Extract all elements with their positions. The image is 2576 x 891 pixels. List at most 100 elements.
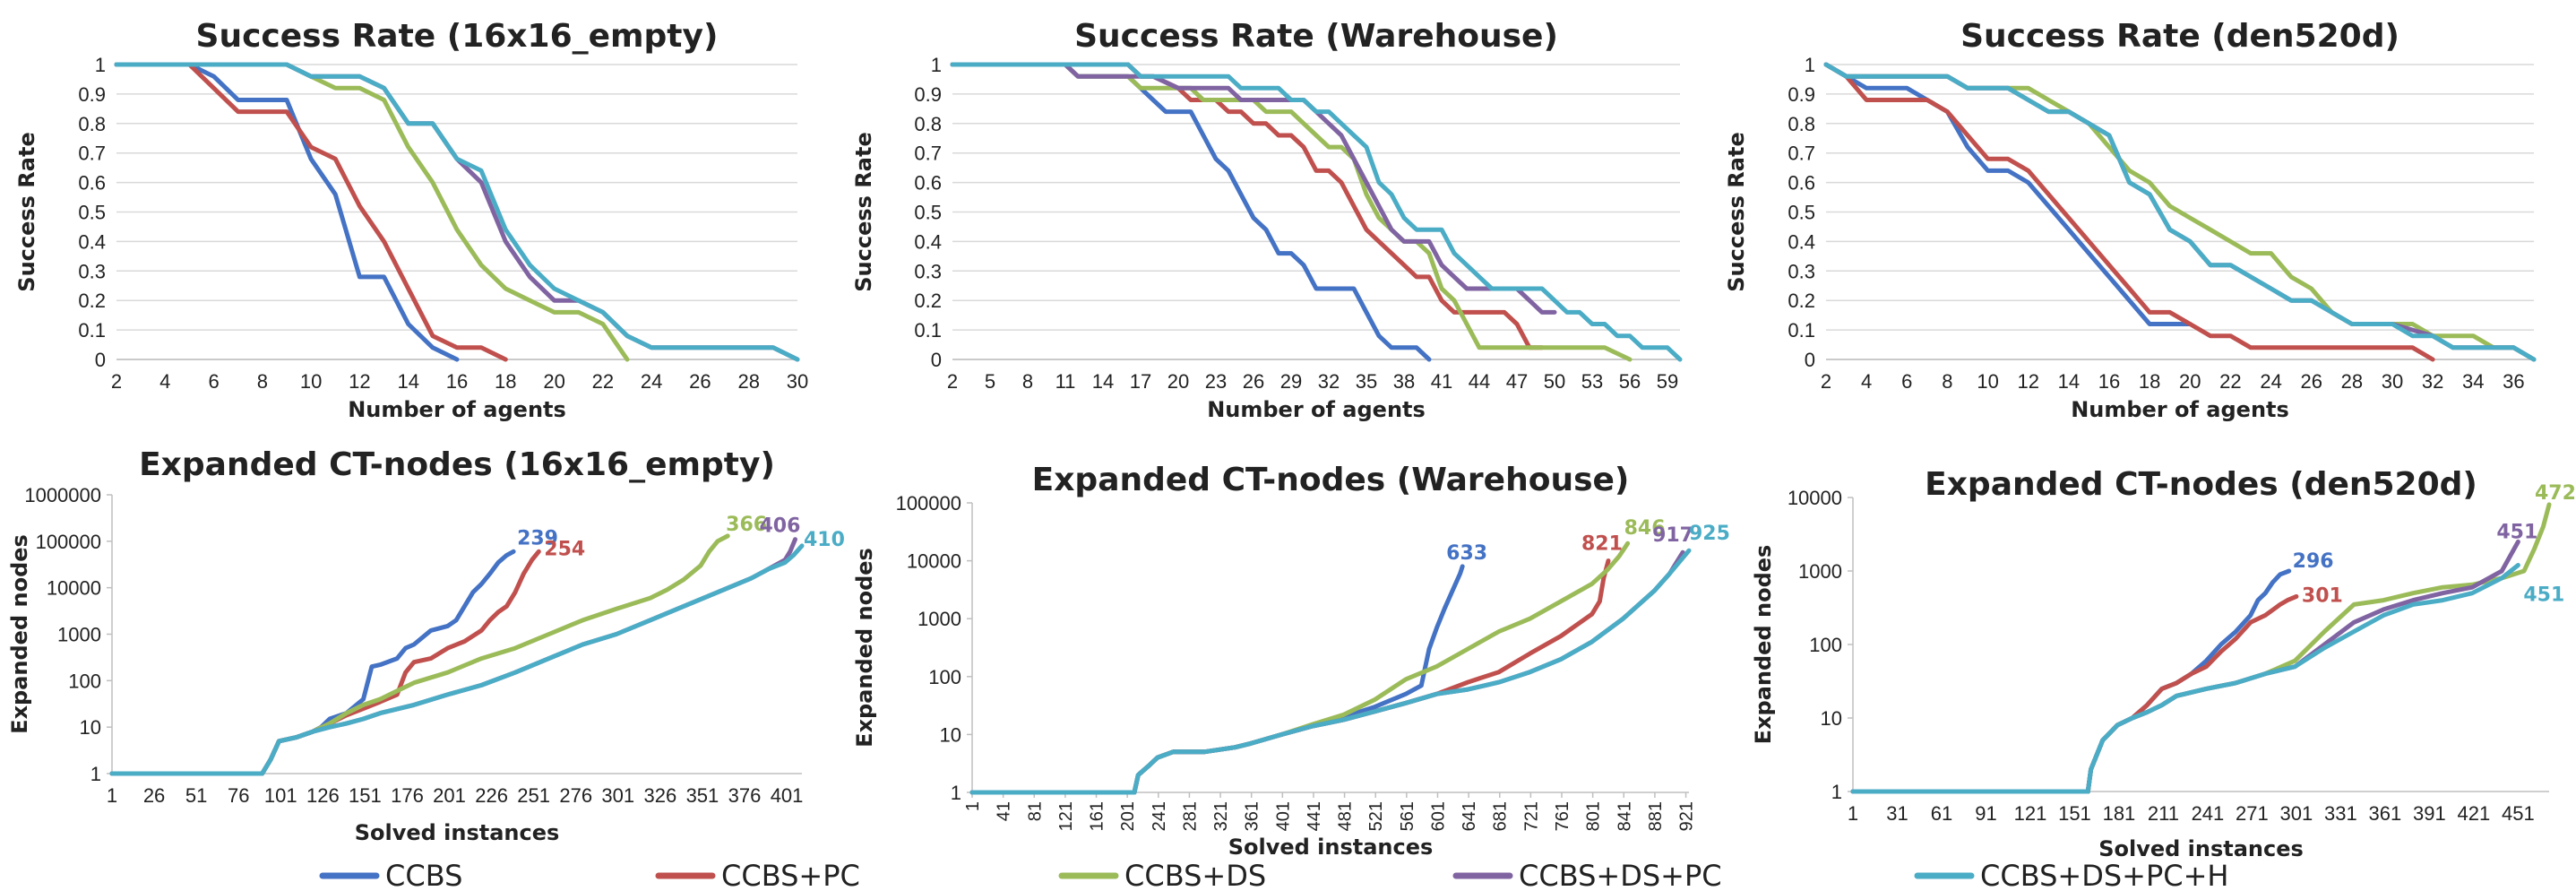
- x-tick-label: 271: [2236, 802, 2269, 825]
- y-tick-label: 0.5: [78, 202, 106, 224]
- end-value-label: 301: [2302, 584, 2343, 607]
- x-tick-label: 101: [264, 784, 297, 807]
- x-tick-label: 326: [643, 784, 676, 807]
- x-tick-label: 11: [1055, 370, 1076, 393]
- x-tick-label: 226: [475, 784, 508, 807]
- series-line-ccbs: [969, 564, 1465, 795]
- x-tick-label: 561: [1398, 801, 1417, 831]
- x-tick-label: 59: [1657, 370, 1678, 393]
- y-tick-label: 100: [1809, 634, 1842, 656]
- x-tick-label: 18: [2139, 370, 2160, 393]
- end-value-label: 410: [804, 529, 845, 551]
- series-line-ccbs-ds: [1850, 502, 2552, 794]
- end-value-label: 451: [2523, 584, 2564, 607]
- series-line-ccbs-ds-pc: [950, 62, 1557, 315]
- x-tick-label: 121: [1056, 801, 1076, 831]
- x-tick-label: 47: [1506, 370, 1528, 393]
- y-tick-label: 10: [1821, 707, 1842, 730]
- y-tick-label: 100000: [36, 531, 101, 553]
- x-tick-label: 241: [2192, 802, 2225, 825]
- y-tick-label: 1000000: [24, 484, 101, 506]
- series-line-ccbs-ds-pc-h: [1823, 62, 2537, 362]
- series-line-ccbs-ds-pc: [1850, 539, 2520, 794]
- x-tick-label: 20: [2179, 370, 2201, 393]
- x-tick-label: 53: [1581, 370, 1603, 393]
- x-tick-label: 32: [1318, 370, 1340, 393]
- x-tick-label: 361: [2369, 802, 2402, 825]
- end-value-label: 366: [726, 514, 767, 536]
- y-tick-label: 100: [68, 670, 101, 692]
- y-tick-label: 0.4: [914, 230, 942, 253]
- x-tick-label: 35: [1356, 370, 1377, 393]
- x-tick-label: 28: [737, 370, 759, 393]
- x-tick-label: 4: [1861, 370, 1872, 393]
- y-tick-label: 0.8: [1788, 113, 1815, 135]
- x-tick-label: 241: [1150, 801, 1169, 831]
- x-tick-label: 81: [1025, 801, 1045, 821]
- x-tick-label: 32: [2422, 370, 2443, 393]
- x-tick-label: 401: [1273, 801, 1293, 831]
- series-line-ccbs-pc: [1823, 62, 2435, 362]
- x-tick-label: 61: [1931, 802, 1952, 825]
- y-tick-label: 1: [951, 782, 961, 804]
- chart-panel-5: Expanded CT-nodes (den520d) 1 10 100 1000 100…: [1751, 466, 2576, 861]
- y-tick-label: 1000: [918, 608, 961, 630]
- y-tick-label: 0.7: [78, 143, 106, 165]
- end-value-label: 406: [759, 515, 800, 538]
- x-tick-label: 31: [1886, 802, 1908, 825]
- x-tick-label: 126: [306, 784, 340, 807]
- y-tick-label: 0.4: [1788, 230, 1815, 253]
- y-tick-label: 10: [80, 716, 101, 739]
- end-value-label: 296: [2293, 550, 2334, 573]
- x-tick-label: 10: [1977, 370, 1998, 393]
- x-tick-label: 24: [2260, 370, 2281, 393]
- x-tick-label: 2: [1821, 370, 1831, 393]
- x-tick-label: 24: [641, 370, 662, 393]
- x-tick-label: 12: [2017, 370, 2038, 393]
- x-tick-label: 881: [1646, 801, 1666, 831]
- y-tick-label: 0.7: [914, 143, 942, 165]
- series-line-ccbs-ds-pc-h: [109, 543, 805, 776]
- end-value-label: 821: [1581, 533, 1623, 556]
- x-tick-label: 20: [1167, 370, 1189, 393]
- x-tick-label: 17: [1130, 370, 1151, 393]
- x-tick-label: 921: [1677, 801, 1697, 831]
- x-tick-label: 8: [257, 370, 268, 393]
- x-tick-label: 161: [1088, 801, 1107, 831]
- x-tick-label: 14: [2058, 370, 2080, 393]
- series-line-ccbs: [1850, 568, 2292, 794]
- end-value-label: 633: [1446, 542, 1487, 565]
- y-tick-label: 0: [931, 349, 942, 371]
- y-tick-label: 0.1: [78, 319, 106, 342]
- x-tick-label: 1: [1848, 802, 1858, 825]
- x-tick-label: 2: [111, 370, 122, 393]
- x-axis-label: Number of agents: [1207, 397, 1426, 422]
- chart-title: Success Rate (Warehouse): [1074, 18, 1558, 55]
- x-tick-label: 56: [1619, 370, 1641, 393]
- x-tick-label: 211: [2148, 802, 2179, 825]
- chart-title: Expanded CT-nodes (Warehouse): [1032, 462, 1630, 498]
- y-tick-label: 10000: [1788, 487, 1842, 509]
- y-axis-label: Expanded nodes: [1751, 545, 1776, 745]
- y-tick-label: 0.3: [1788, 260, 1815, 282]
- y-tick-label: 0.8: [78, 113, 106, 135]
- x-axis-label: Number of agents: [348, 397, 566, 422]
- x-tick-label: 421: [2458, 802, 2491, 825]
- chart-panel-4: Expanded CT-nodes (Warehouse) 1 10 100 1000 1…: [852, 462, 1730, 860]
- end-value-label: 451: [2496, 521, 2537, 543]
- x-tick-label: 1: [963, 801, 983, 811]
- x-tick-label: 14: [1092, 370, 1114, 393]
- y-tick-label: 1: [95, 54, 106, 76]
- y-tick-label: 1: [1805, 54, 1815, 76]
- x-tick-label: 351: [686, 784, 719, 807]
- chart-panel-2: Success Rate (den520d) 0 0.1 0.2 0.3 0.4 0.5 0.…: [1724, 18, 2537, 422]
- series-line-ccbs-ds: [950, 62, 1633, 362]
- y-tick-label: 0.2: [914, 290, 942, 312]
- series-line-ccbs-ds-pc-h: [1850, 563, 2520, 794]
- x-tick-label: 28: [2341, 370, 2363, 393]
- x-tick-label: 91: [1975, 802, 1996, 825]
- x-tick-label: 26: [143, 784, 165, 807]
- x-tick-label: 361: [1243, 801, 1262, 831]
- series-line-ccbs-ds-pc-h: [969, 548, 1692, 795]
